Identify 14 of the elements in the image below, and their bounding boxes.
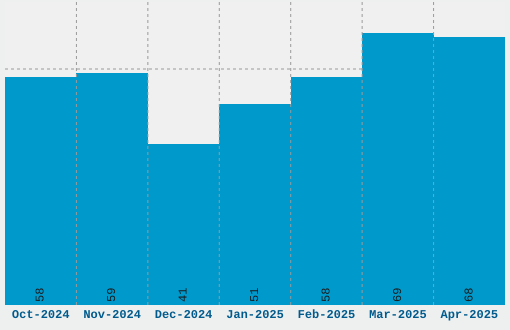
data-label: 59 <box>105 288 119 302</box>
x-tick-label: Jan-2025 <box>226 308 284 322</box>
x-tick-label: Dec-2024 <box>154 308 212 322</box>
x-tick-label: Nov-2024 <box>83 308 141 322</box>
data-label: 69 <box>391 288 405 302</box>
data-label: 68 <box>462 288 476 302</box>
x-tick-label: Oct-2024 <box>12 308 70 322</box>
x-tick-label: Feb-2025 <box>298 308 356 322</box>
data-label: 58 <box>34 288 48 302</box>
data-label: 41 <box>176 288 190 302</box>
x-tick-label: Apr-2025 <box>440 308 498 322</box>
x-tick-label: Mar-2025 <box>369 308 427 322</box>
data-label: 58 <box>320 288 334 302</box>
data-label: 51 <box>248 288 262 302</box>
